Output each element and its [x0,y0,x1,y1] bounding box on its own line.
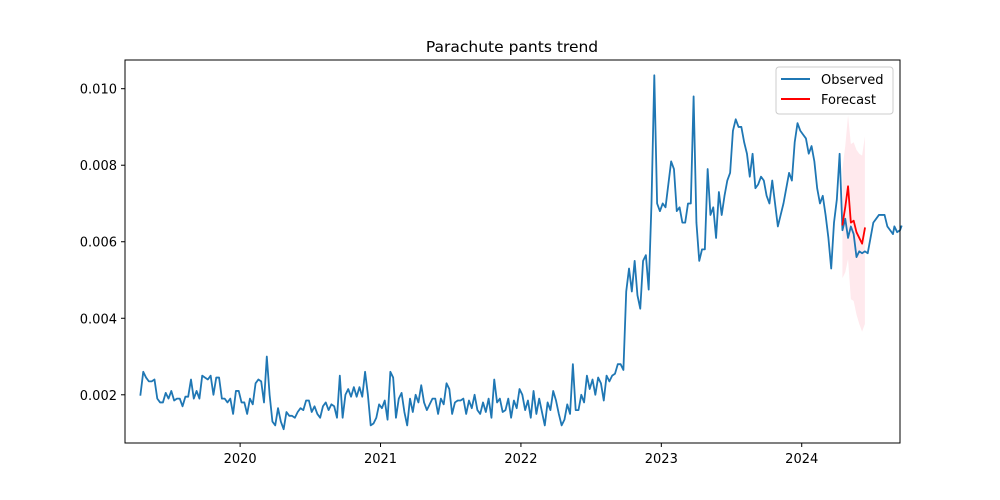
legend-label-forecast: Forecast [821,93,876,108]
x-axis: 2020 2021 2022 2023 2024 [224,443,818,467]
y-tick-label-0.002: 0.002 [80,389,117,404]
x-tick-label-2021: 2021 [364,452,397,467]
legend: Observed Forecast [775,66,894,115]
x-tick-label-2023: 2023 [645,452,678,467]
y-tick-label-0.010: 0.010 [80,83,117,98]
y-tick-label-0.008: 0.008 [80,159,117,174]
series-line-observed [139,74,903,431]
x-tick-label-2022: 2022 [504,452,537,467]
y-tick-label-0.004: 0.004 [80,312,117,327]
x-tick-label-2024: 2024 [785,452,818,467]
plot-area [139,74,903,431]
series-line-forecast [841,185,866,245]
axes-frame [124,59,901,444]
chart-title: Parachute pants trend [426,38,598,56]
legend-label-observed: Observed [821,73,884,88]
x-tick-label-2020: 2020 [224,452,257,467]
y-axis: 0.002 0.004 0.006 0.008 0.010 [80,83,125,404]
y-tick-label-0.006: 0.006 [80,236,117,251]
